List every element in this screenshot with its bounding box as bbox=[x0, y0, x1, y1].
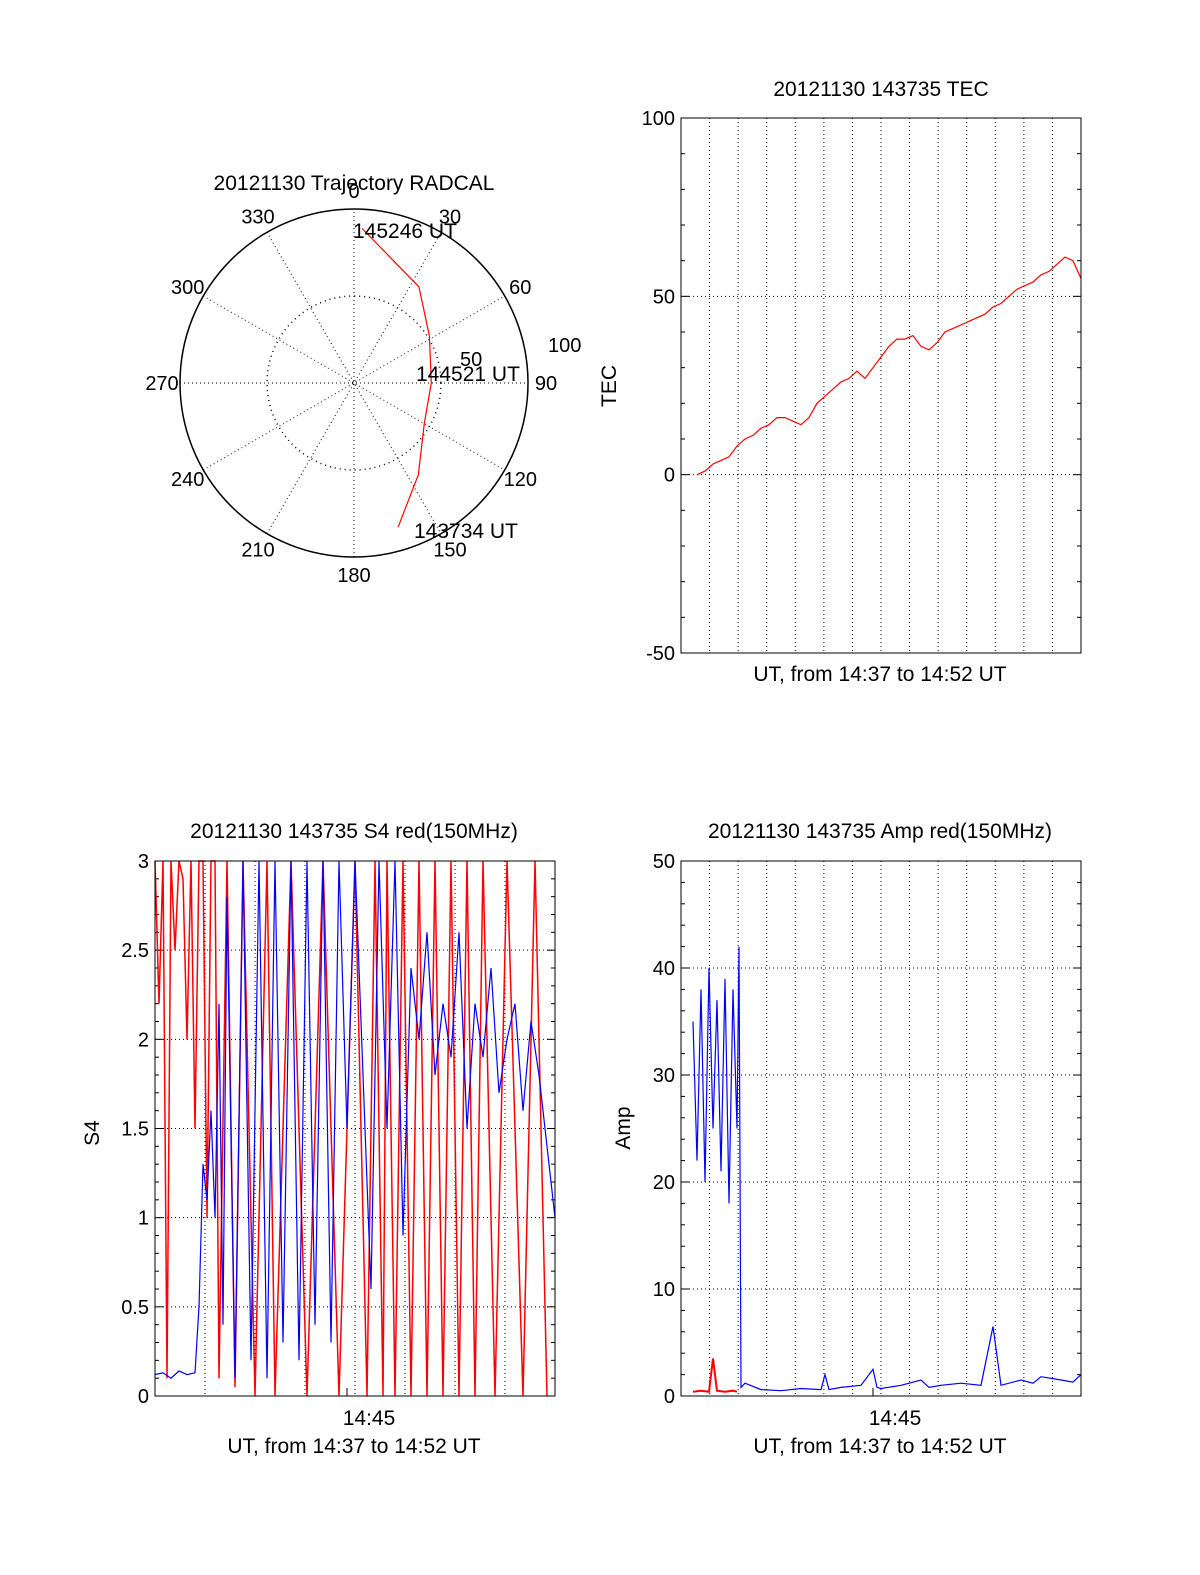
y-tick-label: 0 bbox=[664, 1386, 675, 1408]
y-tick-label: 20 bbox=[653, 1172, 675, 1194]
s4-panel: 20121130 143735 S4 red(150MHz) 3 2.5 2 1.5 1… bbox=[81, 820, 556, 1458]
tec-title: 20121130 143735 TEC bbox=[773, 78, 988, 101]
y-tick-label: 10 bbox=[653, 1279, 675, 1301]
tec-axes-frame bbox=[680, 117, 1082, 654]
amp-series-red-line bbox=[692, 1358, 738, 1393]
trajectory-mid-label: 144521 UT bbox=[416, 363, 520, 386]
tec-xlabel: UT, from 14:37 to 14:52 UT bbox=[753, 663, 1006, 686]
polar-elevation-label-100: 100 bbox=[548, 335, 581, 357]
polar-azimuth-label: 300 bbox=[171, 277, 204, 299]
polar-azimuth-label: 210 bbox=[241, 539, 274, 561]
tec-series-line bbox=[696, 256, 1082, 476]
polar-ring-50 bbox=[266, 295, 442, 471]
amp-series-blue-line bbox=[692, 946, 1082, 1392]
trajectory-panel: 20121130 Trajectory RADCAL 0 30 60 90 120 150… bbox=[145, 172, 581, 587]
s4-xlabel: UT, from 14:37 to 14:52 UT bbox=[227, 1435, 480, 1458]
y-tick-label: 0 bbox=[138, 1386, 149, 1408]
trajectory-end-label: 145246 UT bbox=[353, 220, 457, 243]
polar-azimuth-label: 270 bbox=[145, 373, 178, 395]
y-tick-label: 40 bbox=[653, 958, 675, 980]
tec-ylabel: TEC bbox=[598, 365, 621, 407]
polar-azimuth-label: 120 bbox=[504, 469, 537, 491]
y-tick-label: 30 bbox=[653, 1065, 675, 1087]
y-tick-label: 1.5 bbox=[121, 1119, 149, 1141]
polar-azimuth-label: 60 bbox=[509, 277, 531, 299]
polar-azimuth-label: 240 bbox=[171, 469, 204, 491]
s4-title: 20121130 143735 S4 red(150MHz) bbox=[190, 820, 518, 843]
y-tick-label: 100 bbox=[642, 108, 675, 130]
tec-y-ticks: 100 50 0 -50 bbox=[642, 108, 1081, 665]
polar-azimuth-labels: 0 30 60 90 120 150 180 210 240 270 300 330 bbox=[145, 181, 557, 587]
tec-panel: 20121130 143735 TEC 100 50 0 -50 UT, from 1… bbox=[598, 78, 1082, 686]
s4-axes-frame bbox=[154, 860, 556, 1397]
y-tick-label: 0 bbox=[664, 465, 675, 487]
polar-azimuth-label: 90 bbox=[535, 373, 557, 395]
polar-elevation-label-50: 50 bbox=[460, 349, 482, 371]
y-tick-label: 50 bbox=[653, 286, 675, 308]
y-tick-label: -50 bbox=[646, 643, 675, 665]
polar-azimuth-label: 0 bbox=[348, 181, 359, 203]
amp-title: 20121130 143735 Amp red(150MHz) bbox=[708, 820, 1052, 843]
trajectory-title: 20121130 Trajectory RADCAL bbox=[214, 172, 495, 195]
s4-grid bbox=[155, 861, 555, 1396]
polar-azimuth-label: 150 bbox=[433, 539, 466, 561]
amp-ylabel: Amp bbox=[612, 1106, 635, 1149]
amp-panel: 20121130 143735 Amp red(150MHz) 50 40 30 20… bbox=[612, 820, 1082, 1458]
s4-ylabel: S4 bbox=[81, 1120, 104, 1146]
y-tick-label: 0.5 bbox=[121, 1297, 149, 1319]
amp-grid bbox=[681, 861, 1081, 1396]
trajectory-start-label: 143734 UT bbox=[414, 520, 518, 543]
polar-azimuth-label: 180 bbox=[337, 565, 370, 587]
tec-grid bbox=[681, 118, 1081, 653]
amp-y-ticks: 50 40 30 20 10 0 bbox=[653, 851, 1081, 1408]
s4-y-ticks: 3 2.5 2 1.5 1 0.5 0 bbox=[121, 851, 555, 1408]
y-tick-label: 3 bbox=[138, 851, 149, 873]
amp-xlabel: UT, from 14:37 to 14:52 UT bbox=[753, 1435, 1006, 1458]
trajectory-series-line bbox=[361, 228, 432, 528]
polar-azimuth-label: 30 bbox=[439, 207, 461, 229]
amp-axes-frame bbox=[680, 860, 1082, 1397]
amp-xtick-label: 14:45 bbox=[869, 1407, 922, 1430]
y-tick-label: 50 bbox=[653, 851, 675, 873]
s4-xtick-label: 14:45 bbox=[343, 1407, 396, 1430]
y-tick-label: 2 bbox=[138, 1029, 149, 1051]
polar-azimuth-label: 330 bbox=[241, 207, 274, 229]
y-tick-label: 2.5 bbox=[121, 940, 149, 962]
y-tick-label: 1 bbox=[138, 1208, 149, 1230]
